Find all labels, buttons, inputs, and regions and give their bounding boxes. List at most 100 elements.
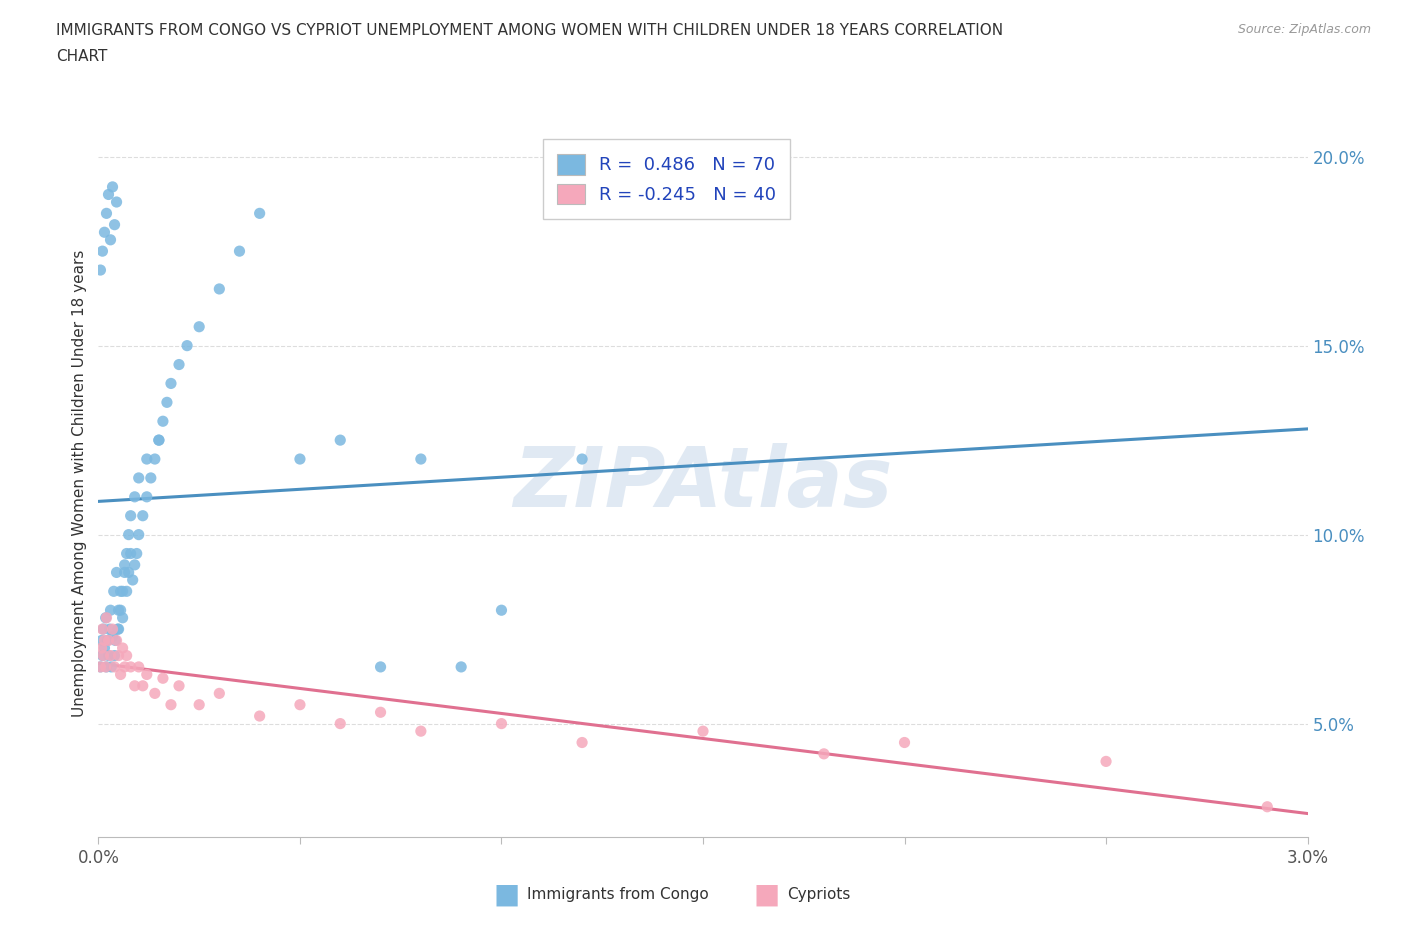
Point <box>143 686 166 701</box>
Point <box>370 659 392 674</box>
Point <box>103 659 125 674</box>
Point <box>90 633 112 648</box>
Point <box>132 678 155 693</box>
Point <box>89 659 111 674</box>
Text: ZIPAtlas: ZIPAtlas <box>513 443 893 525</box>
Point <box>120 546 142 561</box>
Point <box>128 659 150 674</box>
Point <box>103 584 125 599</box>
Point <box>100 659 122 674</box>
Point <box>101 630 124 644</box>
Point <box>100 648 122 663</box>
Text: ■: ■ <box>494 881 519 909</box>
Point <box>101 621 124 636</box>
Point <box>329 432 352 447</box>
Point <box>94 610 117 625</box>
Point <box>1256 799 1278 814</box>
Point <box>111 610 134 625</box>
Point <box>96 659 118 674</box>
Point <box>104 633 127 648</box>
Point <box>128 471 150 485</box>
Point <box>167 678 190 693</box>
Point <box>91 648 114 663</box>
Point <box>111 641 134 656</box>
Point <box>115 546 138 561</box>
Point <box>98 621 121 636</box>
Point <box>114 557 136 572</box>
Point <box>893 735 915 750</box>
Point <box>114 565 136 580</box>
Point <box>107 648 129 663</box>
Point <box>93 633 115 648</box>
Point <box>813 747 835 762</box>
Text: ■: ■ <box>754 881 779 909</box>
Point <box>121 573 143 588</box>
Point <box>249 206 271 220</box>
Point <box>97 633 120 648</box>
Point <box>571 735 593 750</box>
Point <box>105 633 128 648</box>
Point <box>110 603 132 618</box>
Point <box>115 584 138 599</box>
Point <box>94 659 117 674</box>
Point <box>208 282 231 297</box>
Point <box>148 432 170 447</box>
Point <box>103 218 125 232</box>
Point <box>118 565 141 580</box>
Point <box>1095 754 1118 769</box>
Point <box>160 376 183 391</box>
Point <box>89 262 111 277</box>
Point <box>91 621 114 636</box>
Point <box>409 452 432 467</box>
Text: IMMIGRANTS FROM CONGO VS CYPRIOT UNEMPLOYMENT AMONG WOMEN WITH CHILDREN UNDER 18: IMMIGRANTS FROM CONGO VS CYPRIOT UNEMPLO… <box>56 23 1004 38</box>
Point <box>176 339 198 353</box>
Point <box>100 232 122 247</box>
Point <box>91 244 114 259</box>
Point <box>97 187 120 202</box>
Point <box>110 584 132 599</box>
Point <box>124 678 146 693</box>
Point <box>143 452 166 467</box>
Point <box>91 621 114 636</box>
Point <box>118 527 141 542</box>
Point <box>491 716 513 731</box>
Point <box>89 659 111 674</box>
Point <box>90 641 112 656</box>
Point <box>450 659 472 674</box>
Point <box>208 686 231 701</box>
Point <box>571 452 593 467</box>
Point <box>105 565 128 580</box>
Point <box>93 225 115 240</box>
Point <box>156 395 179 410</box>
Text: Immigrants from Congo: Immigrants from Congo <box>527 887 709 902</box>
Point <box>97 648 120 663</box>
Point <box>152 671 174 685</box>
Point <box>160 698 183 712</box>
Point <box>91 648 114 663</box>
Point <box>167 357 190 372</box>
Point <box>114 659 136 674</box>
Point <box>110 667 132 682</box>
Point <box>107 621 129 636</box>
Point <box>124 557 146 572</box>
Point <box>152 414 174 429</box>
Point <box>139 471 162 485</box>
Point <box>96 610 118 625</box>
Point <box>124 489 146 504</box>
Point <box>329 716 352 731</box>
Point <box>409 724 432 738</box>
Y-axis label: Unemployment Among Women with Children Under 18 years: Unemployment Among Women with Children U… <box>72 250 87 717</box>
Point <box>135 452 157 467</box>
Point <box>135 489 157 504</box>
Point <box>115 648 138 663</box>
Point <box>107 621 129 636</box>
Point <box>491 603 513 618</box>
Point <box>100 603 122 618</box>
Point <box>249 709 271 724</box>
Point <box>111 584 134 599</box>
Text: Cypriots: Cypriots <box>787 887 851 902</box>
Point <box>188 698 211 712</box>
Point <box>188 319 211 334</box>
Point <box>120 509 142 524</box>
Point <box>132 509 155 524</box>
